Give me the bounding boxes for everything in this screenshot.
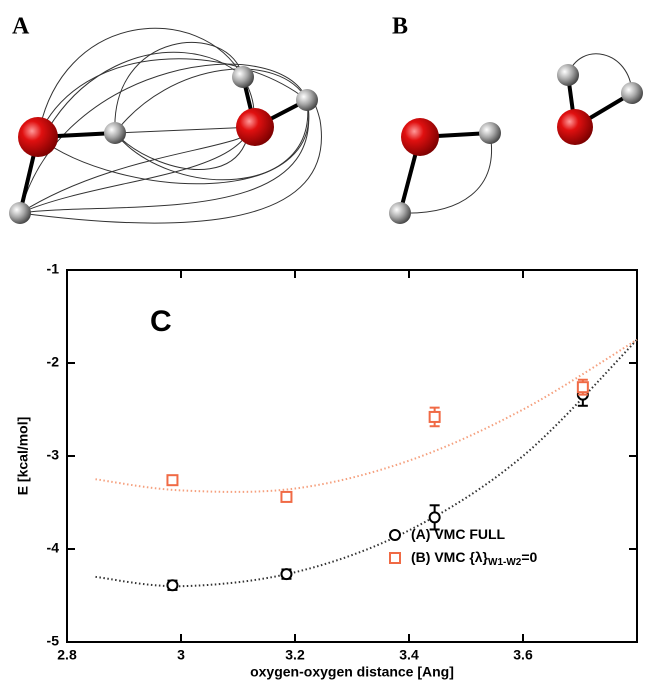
- y-tick-label: -3: [47, 447, 60, 463]
- y-axis-label: E [kcal/mol]: [15, 417, 31, 496]
- point: [166, 474, 179, 487]
- point: [428, 410, 441, 423]
- panel-label: A: [12, 14, 30, 40]
- point: [576, 381, 589, 394]
- point: [280, 490, 293, 503]
- x-tick-label: 3.4: [399, 647, 419, 663]
- x-axis-label: oxygen-oxygen distance [Ang]: [250, 664, 454, 680]
- panel-label: B: [392, 14, 408, 40]
- fit-curve: [95, 339, 638, 588]
- molecule-a: [9, 27, 322, 224]
- x-tick-label: 3.2: [285, 647, 305, 663]
- panel-label: C: [150, 305, 172, 338]
- legend-subscript: W1-W2: [488, 557, 522, 568]
- point: [166, 579, 179, 592]
- x-tick-label: 2.8: [57, 647, 77, 663]
- x-tick-label: 3.6: [513, 647, 533, 663]
- legend-label: (A) VMC FULL: [411, 526, 506, 542]
- point: [280, 568, 293, 581]
- legend-text: (A) VMC FULL: [411, 526, 506, 542]
- legend-marker: [389, 552, 401, 564]
- molecule-b: [389, 53, 643, 224]
- point: [428, 511, 441, 524]
- y-tick-label: -5: [47, 633, 60, 649]
- fit-curve: [95, 338, 638, 493]
- x-tick-label: 3: [177, 647, 185, 663]
- legend-text: (B) VMC {λ}: [411, 549, 489, 565]
- legend-marker: [389, 529, 401, 541]
- y-tick-label: -1: [47, 261, 60, 277]
- y-tick-label: -2: [47, 354, 60, 370]
- legend-label: (B) VMC {λ}W1-W2=0: [411, 549, 538, 568]
- y-tick-label: -4: [47, 540, 60, 556]
- legend-text: =0: [521, 549, 537, 565]
